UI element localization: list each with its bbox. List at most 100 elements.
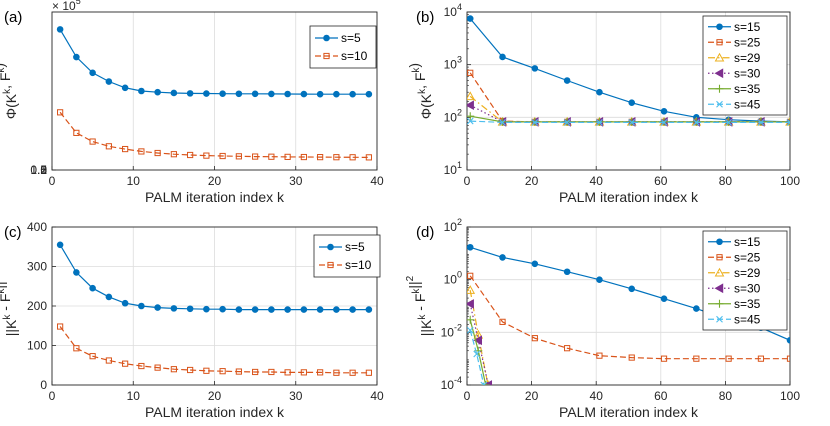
series-s-5-point	[235, 306, 243, 313]
series-s-10-point	[122, 145, 129, 153]
y-tick-label: 0	[40, 163, 47, 177]
x-axis-label: PALM iteration index k	[559, 189, 699, 205]
series-s-5-point	[268, 90, 275, 98]
series-s-15-point	[531, 65, 539, 72]
series-s-10-point	[219, 368, 226, 375]
series-s-10	[57, 323, 372, 376]
series-s-5-point	[251, 90, 259, 98]
series-s-15-point	[660, 295, 668, 302]
legend-box	[309, 25, 377, 69]
series-s-10-point	[349, 369, 356, 376]
series-s-15-point	[499, 53, 506, 61]
series-s-45-point	[531, 119, 539, 126]
series-s-15-point	[596, 276, 603, 283]
series-s-45-point	[467, 326, 474, 334]
legend-label: s=5	[345, 240, 365, 254]
y-tick-label: 2	[40, 163, 47, 177]
series-s-5-point	[268, 306, 275, 313]
x-tick-label: 10	[127, 174, 141, 188]
series-s-10-point	[365, 154, 372, 161]
series-s-25-point	[757, 355, 765, 362]
panel-label: (c)	[4, 224, 22, 241]
series-s-45-point	[628, 119, 636, 126]
series-s-10-point	[317, 154, 324, 161]
legend-marker	[714, 267, 725, 277]
legend-marker	[714, 68, 724, 79]
x-tick-label: 40	[370, 174, 384, 188]
x-axis-label: PALM iteration index k	[145, 404, 285, 420]
series-s-10-point	[154, 364, 161, 371]
legend: s=15s=25 s=29s=30 s=35s=45	[702, 230, 788, 331]
legend-box	[702, 230, 788, 331]
series-s-5-point	[235, 90, 243, 98]
series-s-10-point	[187, 366, 194, 374]
series-s-10-point	[154, 149, 161, 157]
series-s-25	[467, 272, 790, 362]
series-s-45-point	[480, 381, 488, 385]
x-tick-label: 0	[49, 389, 56, 403]
series-s-5-point	[105, 78, 113, 85]
x-tick-label: 40	[590, 389, 604, 403]
x-tick-label: 0	[464, 389, 471, 403]
legend-label: s=30	[734, 281, 761, 295]
x-tick-label: 0	[49, 174, 56, 188]
legend-marker	[716, 23, 723, 31]
legend-label: s=30	[734, 66, 761, 80]
series-s-5-point	[365, 306, 373, 313]
series-s-5-point	[203, 305, 210, 313]
legend-marker	[715, 84, 724, 93]
series-s-5-point	[121, 84, 129, 92]
series-s-45-point	[499, 119, 506, 126]
legend-marker	[323, 34, 330, 42]
series-s-10-point	[235, 368, 242, 375]
series-s-25-line	[469, 275, 790, 360]
series-s-10-point	[170, 366, 177, 373]
series-s-45	[467, 117, 790, 126]
x-tick-label: 100	[780, 174, 800, 188]
panel-label: (d)	[416, 224, 434, 241]
y-tick-label: 10-4	[441, 375, 462, 392]
legend-box	[702, 15, 788, 116]
panel-d: 0 20 40 60 80 100 10-4 10-2 100 102 PALM iteration…	[405, 217, 800, 420]
series-s-10-point	[57, 109, 64, 116]
series-s-25-point	[596, 352, 603, 359]
x-tick-label: 30	[289, 389, 303, 403]
y-tick-label: 102	[444, 217, 462, 234]
series-s-10-point	[333, 369, 340, 376]
series-s-29-point	[467, 91, 476, 101]
series-s-10-point	[122, 360, 129, 367]
series-s-45-point	[725, 119, 733, 126]
series-s-15-point	[660, 108, 668, 115]
series-s-25-point	[467, 69, 474, 76]
series-s-15-point	[467, 243, 474, 251]
series-s-5-point	[170, 89, 178, 97]
legend-label: s=25	[734, 35, 761, 49]
series-s-10-point	[349, 154, 356, 161]
series-s-5	[56, 241, 373, 313]
series-s-5-point	[56, 26, 64, 33]
legend-marker	[714, 52, 725, 62]
series-s-10-point	[138, 148, 145, 155]
series-s-5-point	[316, 90, 324, 98]
y-axis-label: ||Kk - Fk||2	[0, 275, 19, 336]
series-s-25-point	[693, 355, 700, 362]
series-s-5-point	[138, 302, 145, 310]
series-s-10-point	[268, 153, 275, 160]
series-s-10-point	[317, 369, 324, 376]
y-tick-label: 100	[444, 270, 462, 287]
panel-b: 0 20 40 60 80 100 101 102 103 104 PALM iteration i…	[406, 2, 800, 205]
legend-label: s=29	[734, 51, 761, 65]
series-s-10-point	[73, 129, 80, 136]
legend-marker	[323, 52, 330, 60]
legend-marker	[716, 238, 723, 246]
legend-label: s=29	[734, 266, 761, 280]
series-s-10-point	[203, 367, 210, 374]
series-s-25-point	[725, 355, 732, 362]
series-s-5-point	[170, 305, 178, 312]
series-s-25-point	[660, 355, 668, 362]
series-s-15-point	[693, 305, 700, 312]
legend: s=5 s=10	[309, 25, 377, 69]
series-s-5-point	[219, 305, 226, 313]
legend-label: s=45	[734, 97, 761, 111]
series-s-5-point	[138, 87, 145, 95]
